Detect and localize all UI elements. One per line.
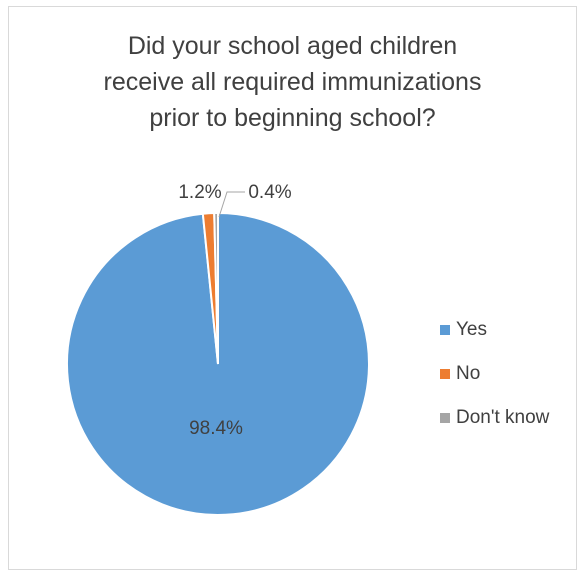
legend-swatch-dont-know <box>440 413 450 423</box>
legend-item-dont-know: Don't know <box>440 396 549 440</box>
leader-line-dont-know <box>218 191 245 218</box>
pie-slice-dont-know <box>213 211 219 365</box>
legend-label-yes: Yes <box>456 319 487 340</box>
legend-label-no: No <box>456 363 481 384</box>
chart-legend: Yes No Don't know <box>440 308 549 440</box>
chart-title-line-1: Did your school aged children <box>127 32 458 60</box>
chart-title-line-3: prior to beginning school? <box>149 104 436 132</box>
data-label-no: 1.2% <box>178 182 221 203</box>
data-label-yes: 98.4% <box>189 418 243 439</box>
legend-item-no: No <box>440 352 549 396</box>
legend-swatch-yes <box>440 325 450 335</box>
legend-item-yes: Yes <box>440 308 549 352</box>
data-label-dont-know: 0.4% <box>248 182 291 203</box>
chart-title: Did your school aged children receive al… <box>0 28 585 136</box>
legend-label-dont-know: Don't know <box>456 407 550 428</box>
chart-title-line-2: receive all required immunizations <box>103 68 482 96</box>
legend-swatch-no <box>440 369 450 379</box>
